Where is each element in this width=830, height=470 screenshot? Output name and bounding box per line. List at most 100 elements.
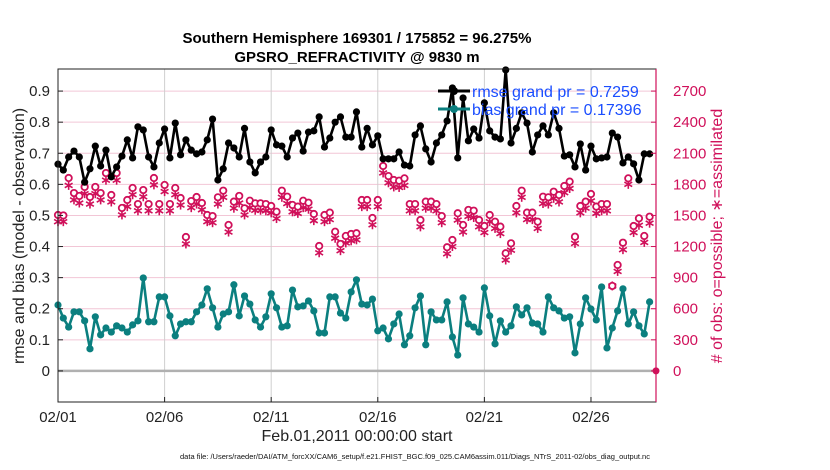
- rmse-point: [502, 66, 510, 74]
- possible-marker: [213, 193, 222, 202]
- bias-point: [363, 301, 371, 309]
- asterisk-stroke: [197, 206, 207, 213]
- bias-line: [56, 276, 651, 357]
- bias-point: [171, 332, 179, 340]
- possible-marker: [176, 193, 185, 203]
- bias-point: [523, 304, 531, 312]
- rmse-point: [166, 154, 174, 162]
- rmse-point: [555, 124, 563, 132]
- rmse-point: [145, 153, 153, 161]
- bias-point: [512, 303, 520, 311]
- rmse-point: [635, 176, 643, 184]
- asterisk-stroke: [533, 225, 542, 232]
- rmse-point: [507, 139, 515, 147]
- bias-point: [358, 300, 366, 308]
- possible-marker: [304, 198, 313, 207]
- rmse-point: [630, 160, 638, 168]
- possible-marker: [373, 195, 382, 205]
- rmse-point: [342, 133, 350, 141]
- rmse-point: [598, 154, 606, 162]
- y-tick-label: 0.3: [29, 270, 50, 287]
- asterisk-stroke: [112, 177, 121, 184]
- asterisk-stroke: [576, 209, 585, 216]
- rmse-point: [278, 142, 286, 150]
- bias-point: [187, 318, 195, 326]
- bias-point: [246, 300, 254, 308]
- rmse-point: [619, 159, 627, 167]
- bias-point: [299, 302, 307, 310]
- bias-point: [608, 324, 616, 332]
- x-tick-label: 02/26: [572, 409, 610, 426]
- bias-point: [539, 328, 547, 336]
- bias-point: [374, 327, 382, 335]
- rmse-point: [374, 132, 382, 140]
- assimilated-marker: [64, 180, 73, 190]
- asterisk-stroke: [645, 220, 654, 227]
- asterisk-stroke: [362, 203, 372, 210]
- bias-point: [320, 329, 329, 337]
- bias-point: [70, 308, 78, 316]
- asterisk-stroke: [330, 235, 340, 242]
- possible-marker: [453, 209, 462, 218]
- rmse-point: [614, 133, 622, 141]
- bias-point: [491, 340, 499, 348]
- possible-marker: [629, 221, 638, 231]
- possible-marker: [352, 229, 361, 238]
- asterisk-stroke: [309, 217, 319, 224]
- rmse-point: [454, 154, 462, 162]
- asterisk-stroke: [75, 200, 84, 206]
- rmse-point: [603, 153, 611, 161]
- bias-point: [81, 317, 89, 325]
- bias-point: [272, 304, 281, 312]
- y-right-tick-label: 2700: [673, 83, 706, 100]
- rmse-point: [534, 131, 542, 139]
- rmse-point: [262, 153, 270, 161]
- bias-point: [336, 309, 345, 317]
- bias-point: [534, 320, 542, 328]
- bias-point: [438, 316, 446, 324]
- possible-marker: [544, 193, 553, 202]
- asterisk-stroke: [181, 241, 191, 247]
- possible-marker: [496, 222, 505, 231]
- rmse-point: [283, 153, 291, 161]
- axes: 0 0.1 0.2 0.3 0.4 0.5 0.6 0.7 0.8 0.9 0 300 600 900 12…: [29, 83, 706, 426]
- bias-point: [315, 329, 323, 337]
- asterisk-stroke: [240, 211, 249, 218]
- possible-marker: [309, 209, 318, 219]
- asterisk-stroke: [501, 257, 511, 263]
- possible-marker: [315, 241, 324, 251]
- bias-point: [640, 330, 648, 338]
- rmse-point: [123, 136, 131, 144]
- possible-marker: [219, 186, 228, 195]
- rmse-point: [470, 125, 478, 133]
- asterisk-stroke: [602, 207, 612, 214]
- bias-point: [230, 281, 238, 289]
- rmse-point: [267, 126, 275, 134]
- rmse-point: [326, 134, 334, 142]
- bias-point: [192, 308, 201, 316]
- asterisk-stroke: [325, 216, 335, 223]
- bias-point: [630, 308, 638, 316]
- possible-marker: [501, 249, 510, 258]
- possible-marker: [384, 171, 393, 181]
- bias-point: [304, 297, 313, 305]
- asterisk-stroke: [224, 229, 233, 235]
- possible-marker: [624, 174, 633, 183]
- bias-point: [496, 317, 504, 325]
- possible-marker: [640, 231, 649, 241]
- asterisk-stroke: [400, 182, 409, 189]
- possible-marker: [400, 174, 409, 183]
- rmse-point: [480, 99, 488, 107]
- rmse-point: [358, 143, 366, 151]
- bias-point: [592, 316, 600, 324]
- asterisk-stroke: [208, 219, 217, 226]
- rmse-point: [187, 146, 195, 154]
- bias-point: [566, 313, 574, 321]
- bias-point: [454, 351, 462, 359]
- asterisk-stroke: [453, 217, 463, 224]
- bias-point: [502, 328, 510, 336]
- bias-point: [224, 308, 233, 316]
- rmse-point: [640, 150, 648, 158]
- bias-point: [587, 305, 595, 313]
- bias-point: [416, 292, 425, 300]
